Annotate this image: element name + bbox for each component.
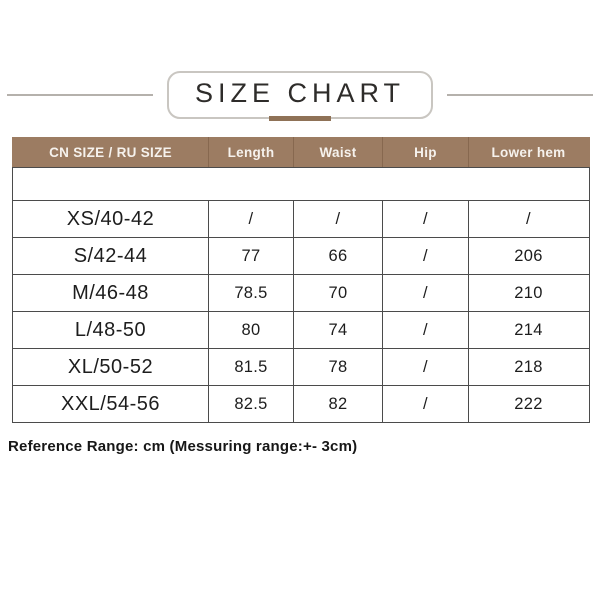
column-header-hip: Hip	[382, 137, 468, 167]
title-section: SIZE CHART	[0, 71, 600, 121]
column-header-waist: Waist	[293, 137, 382, 167]
cell-size: M/46-48	[72, 281, 149, 304]
title-right-line	[447, 94, 594, 96]
cell-lower-hem: 210	[468, 275, 588, 311]
cell-hip: /	[382, 238, 468, 274]
cell-size: XXL/54-56	[60, 392, 160, 415]
column-header-lower-hem: Lower hem	[468, 137, 588, 167]
table-row-xl: XL/50-52 81.5 78 / 218	[13, 348, 589, 385]
title-box: SIZE CHART	[166, 71, 434, 121]
empty-row	[13, 168, 589, 201]
cell-length: 82.5	[208, 386, 293, 422]
cell-size: L/48-50	[74, 318, 147, 341]
table-header-row: CN SIZE / RU SIZE Length Waist Hip Lower…	[12, 137, 590, 167]
cell-length: 77	[208, 238, 293, 274]
cell-length: 81.5	[208, 349, 293, 385]
page-title: SIZE CHART	[194, 78, 406, 108]
cell-waist: 66	[293, 238, 382, 274]
cell-length: 78.5	[208, 275, 293, 311]
size-table: CN SIZE / RU SIZE Length Waist Hip Lower…	[12, 137, 590, 423]
cell-lower-hem: 206	[468, 238, 588, 274]
cell-size: XL/50-52	[67, 355, 154, 378]
table-row-xs: XS/40-42 / / / /	[13, 201, 589, 237]
cell-lower-hem: 214	[468, 312, 588, 348]
title-left-line	[6, 94, 153, 96]
cell-lower-hem: 222	[468, 386, 588, 422]
column-header-length: Length	[208, 137, 293, 167]
cell-waist: 78	[293, 349, 382, 385]
cell-lower-hem: /	[468, 201, 588, 237]
cell-length: 80	[208, 312, 293, 348]
cell-waist: 70	[293, 275, 382, 311]
cell-hip: /	[382, 275, 468, 311]
table-row-xxl: XXL/54-56 82.5 82 / 222	[13, 385, 589, 422]
column-header-size: CN SIZE / RU SIZE	[49, 144, 172, 160]
cell-hip: /	[382, 201, 468, 237]
cell-hip: /	[382, 349, 468, 385]
title-accent-bar	[269, 116, 331, 121]
table-row-l: L/48-50 80 74 / 214	[13, 311, 589, 348]
cell-size: S/42-44	[73, 244, 148, 267]
cell-hip: /	[382, 386, 468, 422]
cell-lower-hem: 218	[468, 349, 588, 385]
table-row-m: M/46-48 78.5 70 / 210	[13, 274, 589, 311]
cell-waist: 82	[293, 386, 382, 422]
reference-note: Reference Range: cm (Messuring range:+- …	[8, 438, 358, 455]
table-body: XS/40-42 / / / / S/42-44 77 66 / 206 M/4…	[12, 167, 590, 423]
cell-hip: /	[382, 312, 468, 348]
cell-waist: /	[293, 201, 382, 237]
cell-size: XS/40-42	[66, 207, 155, 230]
table-row-s: S/42-44 77 66 / 206	[13, 237, 589, 274]
cell-length: /	[208, 201, 293, 237]
cell-waist: 74	[293, 312, 382, 348]
